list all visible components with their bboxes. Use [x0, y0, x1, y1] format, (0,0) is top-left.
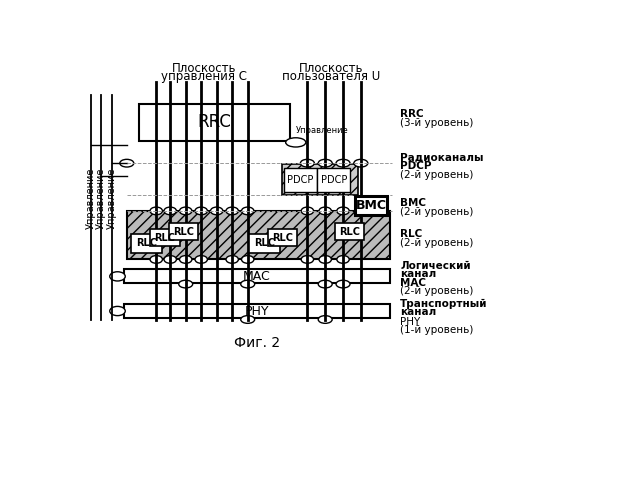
Bar	[318, 168, 350, 192]
Ellipse shape	[319, 256, 331, 264]
Bar	[123, 270, 391, 283]
Ellipse shape	[336, 280, 350, 288]
Text: RLC: RLC	[173, 226, 194, 236]
Ellipse shape	[180, 207, 192, 215]
Ellipse shape	[301, 256, 314, 264]
Ellipse shape	[210, 207, 223, 215]
Text: канал: канал	[401, 269, 437, 279]
Ellipse shape	[226, 207, 238, 215]
Bar	[284, 168, 317, 192]
Text: канал: канал	[401, 307, 437, 317]
Ellipse shape	[195, 256, 207, 264]
Ellipse shape	[355, 207, 367, 215]
Bar	[169, 223, 198, 240]
Text: RLC: RLC	[272, 233, 293, 243]
Ellipse shape	[336, 160, 350, 167]
Text: RLC: RLC	[401, 229, 423, 239]
Text: RLC: RLC	[255, 238, 275, 248]
Text: PDCP: PDCP	[401, 162, 432, 172]
Text: Управление: Управление	[96, 168, 106, 230]
Bar	[150, 230, 180, 246]
Ellipse shape	[195, 207, 207, 215]
Ellipse shape	[318, 280, 332, 288]
Text: BMC: BMC	[355, 199, 386, 212]
Ellipse shape	[110, 306, 125, 316]
Text: PHY: PHY	[401, 317, 421, 327]
Ellipse shape	[241, 207, 254, 215]
Text: пользователя U: пользователя U	[282, 70, 380, 84]
Text: PHY: PHY	[244, 304, 269, 318]
Ellipse shape	[241, 280, 255, 288]
Bar	[127, 211, 391, 258]
Text: (3-й уровень): (3-й уровень)	[401, 118, 474, 128]
Ellipse shape	[179, 280, 193, 288]
Text: (2-й уровень): (2-й уровень)	[401, 208, 474, 218]
Ellipse shape	[318, 316, 332, 324]
Text: Фиг. 2: Фиг. 2	[234, 336, 280, 349]
Text: Управление: Управление	[107, 168, 117, 230]
Text: BMC: BMC	[401, 198, 427, 208]
Ellipse shape	[164, 207, 176, 215]
Text: Управление: Управление	[295, 126, 348, 136]
Ellipse shape	[226, 256, 238, 264]
Text: PDCP: PDCP	[321, 175, 347, 185]
Text: RLC: RLC	[154, 233, 175, 243]
Ellipse shape	[180, 256, 192, 264]
Text: (1-й уровень): (1-й уровень)	[401, 326, 474, 336]
Text: Радиоканалы: Радиоканалы	[401, 152, 484, 162]
Ellipse shape	[241, 256, 254, 264]
Text: (2-й уровень): (2-й уровень)	[401, 238, 474, 248]
Text: Плоскость: Плоскость	[299, 62, 363, 75]
Bar	[355, 196, 387, 215]
Text: Логический: Логический	[401, 262, 471, 272]
Text: Управление: Управление	[86, 168, 96, 230]
Text: MAC: MAC	[401, 278, 427, 287]
Ellipse shape	[301, 160, 314, 167]
Bar	[139, 104, 290, 141]
Bar	[335, 223, 364, 240]
Bar	[282, 164, 358, 194]
Bar	[268, 230, 297, 246]
Ellipse shape	[337, 207, 349, 215]
Bar	[249, 234, 280, 252]
Ellipse shape	[285, 138, 306, 147]
Text: Плоскость: Плоскость	[172, 62, 236, 75]
Ellipse shape	[150, 256, 163, 264]
Ellipse shape	[241, 316, 255, 324]
Ellipse shape	[164, 256, 176, 264]
Ellipse shape	[301, 207, 314, 215]
Text: (2-й уровень): (2-й уровень)	[401, 286, 474, 296]
Text: RRC: RRC	[198, 114, 232, 132]
Text: PDCP: PDCP	[287, 175, 314, 185]
Ellipse shape	[318, 160, 332, 167]
Bar	[123, 304, 391, 318]
Text: MAC: MAC	[243, 270, 271, 283]
Ellipse shape	[354, 160, 368, 167]
Bar	[132, 234, 163, 252]
Ellipse shape	[110, 272, 125, 281]
Text: RLC: RLC	[137, 238, 158, 248]
Text: RLC: RLC	[339, 226, 360, 236]
Ellipse shape	[150, 207, 163, 215]
Text: управления С: управления С	[161, 70, 248, 84]
Text: (2-й уровень): (2-й уровень)	[401, 170, 474, 180]
Ellipse shape	[319, 207, 331, 215]
Ellipse shape	[337, 256, 349, 264]
Text: RRC: RRC	[401, 109, 424, 119]
Text: Транспортный: Транспортный	[401, 299, 488, 309]
Ellipse shape	[120, 160, 134, 167]
